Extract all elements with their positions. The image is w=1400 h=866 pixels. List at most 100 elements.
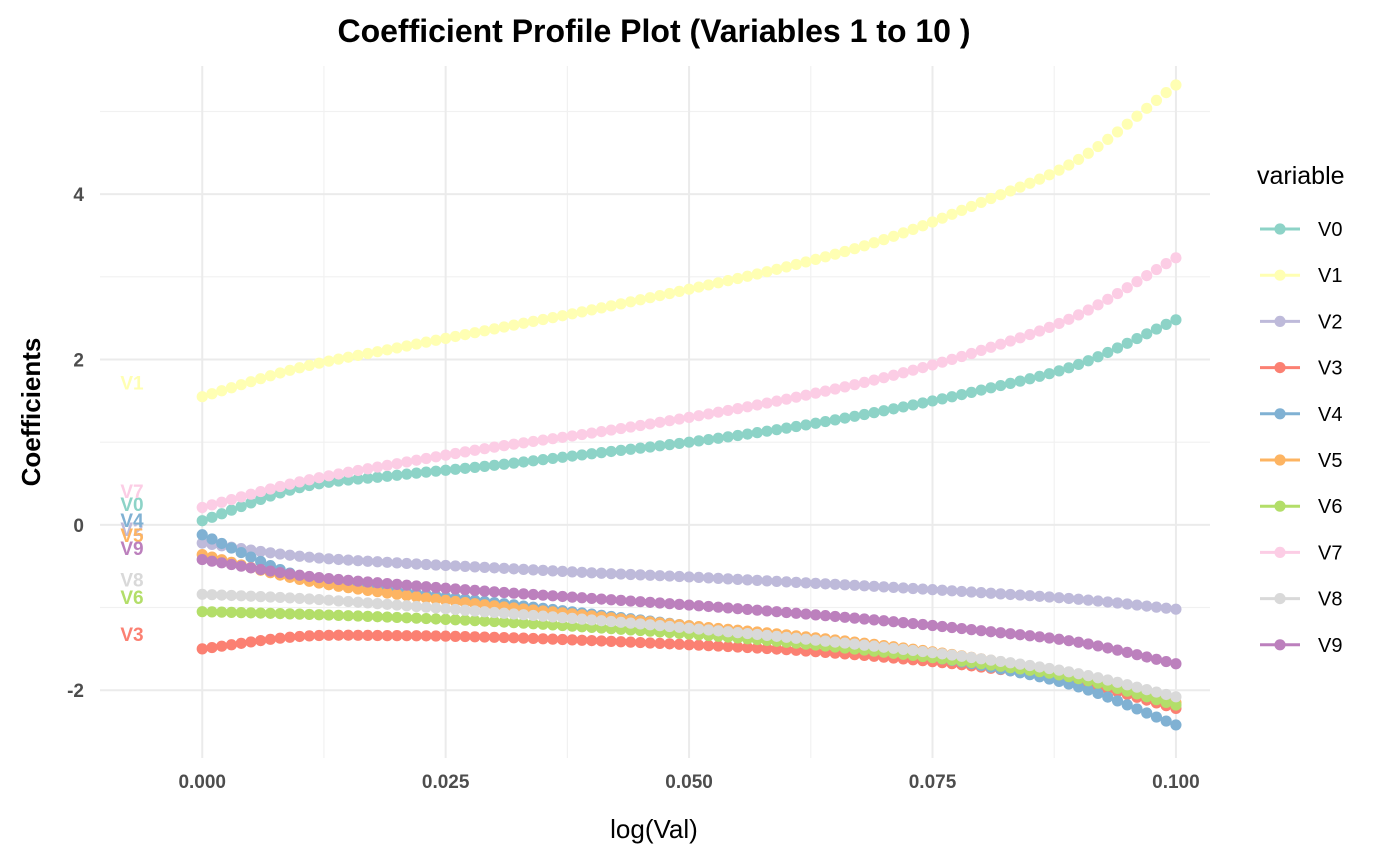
data-point-v8 [527, 609, 539, 622]
legend-key-point [1274, 315, 1286, 327]
data-point-v0 [761, 425, 773, 437]
legend-items: V0 V1 V2 V3 V4 V5 V6 V7 V8 V9 [1260, 219, 1342, 657]
data-point-v7 [469, 444, 481, 456]
data-point-v7 [362, 463, 374, 475]
data-point-v8 [985, 654, 997, 666]
data-point-v0 [537, 454, 549, 466]
legend-label: V4 [1318, 404, 1342, 426]
data-point-v0 [206, 511, 218, 523]
data-point-v6 [488, 615, 500, 628]
data-point-v1 [362, 347, 374, 360]
data-point-v7 [1102, 293, 1114, 305]
data-point-v6 [469, 615, 481, 627]
data-point-v3 [508, 632, 520, 644]
data-point-v9 [1121, 646, 1133, 658]
data-point-v1 [264, 370, 276, 382]
data-point-v7 [858, 376, 870, 389]
data-point-v8 [1092, 672, 1104, 684]
data-point-v8 [479, 606, 491, 618]
data-point-v0 [595, 447, 608, 459]
data-point-v0 [381, 470, 393, 482]
data-point-v9 [595, 593, 608, 605]
data-point-v7 [878, 372, 890, 384]
data-point-v9 [556, 590, 569, 603]
data-point-v2 [761, 575, 773, 587]
data-point-v8 [625, 617, 637, 629]
data-point-v3 [469, 631, 481, 643]
data-point-v8 [352, 596, 364, 608]
data-point-v9 [810, 609, 822, 621]
data-point-v3 [440, 630, 452, 642]
end-label-v7: V7 [120, 482, 143, 503]
data-point-v1 [956, 204, 968, 216]
data-point-v2 [868, 580, 880, 592]
data-point-v1 [381, 344, 393, 356]
data-point-v3 [664, 638, 676, 650]
data-point-v3 [761, 642, 773, 655]
data-point-v3 [702, 640, 715, 652]
data-point-v8 [673, 621, 685, 633]
data-point-v8 [1004, 657, 1016, 669]
data-point-v2 [595, 567, 608, 579]
data-point-v0 [498, 458, 510, 470]
data-point-v8 [576, 613, 588, 625]
data-point-v7 [605, 424, 617, 436]
data-point-v1 [1102, 133, 1114, 146]
data-point-v8 [595, 615, 608, 627]
data-point-v7 [673, 413, 685, 425]
data-point-v1 [664, 287, 676, 300]
data-point-v0 [829, 414, 841, 426]
data-point-v2 [683, 571, 695, 583]
data-point-v1 [342, 351, 354, 363]
data-point-v0 [644, 441, 656, 453]
data-point-v2 [430, 559, 442, 571]
data-point-v2 [985, 587, 997, 599]
y-tick-label: 4 [73, 185, 84, 206]
data-point-v8 [1034, 661, 1046, 673]
data-point-v8 [440, 603, 452, 615]
end-label-v9: V9 [120, 539, 143, 560]
data-point-v1 [849, 243, 861, 255]
data-point-v1 [839, 245, 851, 258]
data-point-v2 [741, 574, 754, 586]
data-point-v8 [995, 655, 1007, 668]
data-point-v8 [1102, 674, 1114, 686]
data-point-v8 [605, 615, 617, 628]
data-point-v8 [332, 595, 345, 607]
data-point-v1 [459, 328, 471, 341]
data-point-v9 [926, 619, 939, 632]
data-point-v1 [858, 240, 870, 252]
end-label-v6: V6 [120, 588, 143, 609]
data-point-v7 [741, 401, 754, 413]
data-point-v8 [771, 630, 783, 642]
data-point-v9 [839, 611, 851, 623]
data-point-v2 [664, 570, 676, 582]
data-point-v9 [537, 589, 549, 601]
data-point-v6 [1170, 699, 1182, 711]
data-point-v3 [673, 638, 685, 650]
x-axis-ticks: 0.000 0.025 0.050 0.075 0.100 [178, 772, 1199, 793]
data-point-v2 [780, 576, 793, 588]
data-point-v4 [1111, 695, 1124, 707]
data-point-v2 [537, 564, 549, 576]
data-point-v6 [410, 612, 423, 624]
data-point-v3 [488, 631, 500, 643]
data-point-v7 [216, 496, 228, 508]
data-point-v2 [556, 565, 569, 577]
data-point-v8 [547, 611, 559, 623]
data-point-v4 [1170, 719, 1182, 731]
data-point-v5 [440, 594, 452, 606]
data-point-v2 [858, 580, 870, 592]
data-point-v3 [479, 631, 491, 643]
data-point-v1 [216, 385, 228, 397]
data-point-v8 [216, 589, 228, 601]
data-point-v2 [294, 550, 306, 562]
data-point-v5 [401, 589, 413, 602]
data-point-v1 [498, 321, 510, 333]
data-point-v3 [274, 632, 286, 644]
data-point-v8 [1131, 681, 1143, 693]
data-point-v0 [625, 443, 637, 455]
series-layer [196, 79, 1182, 731]
data-point-v6 [284, 608, 296, 620]
data-point-v7 [887, 369, 900, 381]
